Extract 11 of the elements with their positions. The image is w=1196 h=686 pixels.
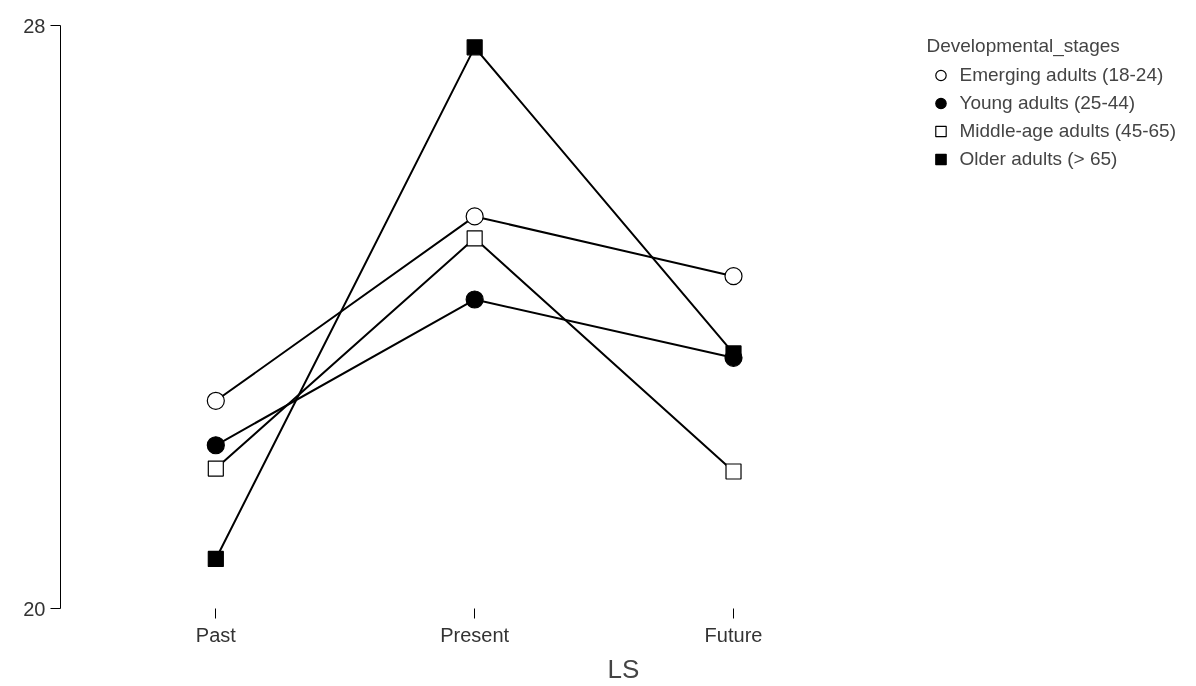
legend-label: Middle-age adults (45-65) [959,120,1176,142]
legend-label: Emerging adults (18-24) [959,64,1164,86]
x-axis-title: LS [607,653,640,684]
y-tick-label: 20 [23,597,46,620]
x-tick-label: Past [195,623,237,646]
legend-label: Older adults (> 65) [959,148,1118,170]
x-tick-label: Future [704,623,763,646]
x-tick-label: Present [440,623,510,646]
legend-title: Developmental_stages [926,35,1121,57]
y-tick-label: 28 [23,14,46,37]
legend-label: Young adults (25-44) [959,92,1136,114]
